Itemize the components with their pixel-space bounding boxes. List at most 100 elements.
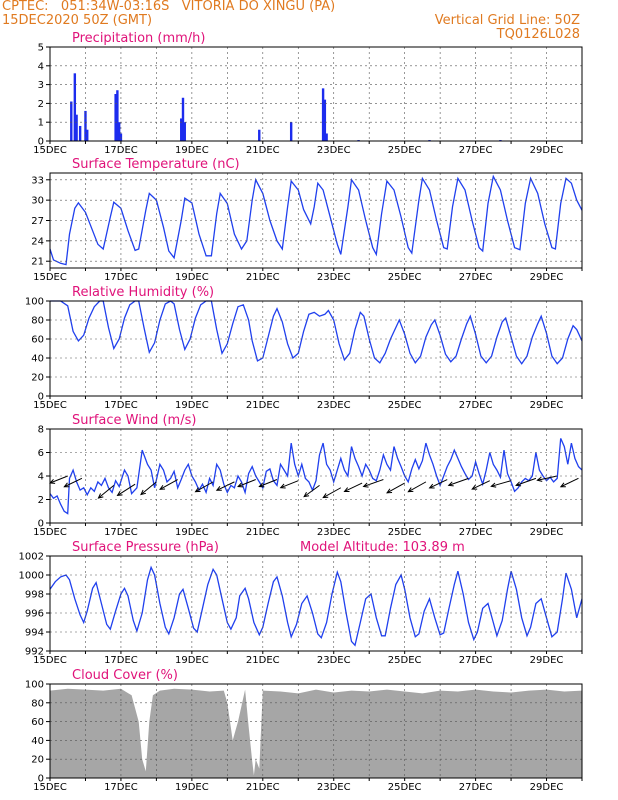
wind-arrow [386,482,405,494]
wind-arrow-head [194,487,201,493]
wind-arrow-head [490,482,497,488]
x-tick-label: 15DEC [33,145,67,156]
wind-arrow [195,481,214,493]
y-tick-label: 994 [25,628,44,639]
x-tick-label: 15DEC [33,527,67,538]
x-tick-label: 27DEC [459,655,493,666]
y-tick-label: 996 [25,609,44,620]
y-tick-label: 8 [38,425,44,436]
x-tick-label: 19DEC [175,272,209,283]
wind-arrow [259,479,278,487]
x-tick-label: 19DEC [175,782,209,793]
wind-arrow-head [303,491,310,498]
y-tick-label: 21 [31,257,44,268]
x-tick-label: 27DEC [459,527,493,538]
y-tick-label: 2 [38,99,44,110]
model-altitude-label: Model Altitude: 103.89 m [300,540,465,555]
rh-line [50,300,583,365]
x-tick-label: 29DEC [530,527,564,538]
wind-arrow [303,484,320,498]
plot-frame [49,428,583,524]
x-tick-label: 25DEC [388,272,422,283]
wind-arrow [98,485,115,499]
x-tick-label: 27DEC [459,272,493,283]
x-tick-label: 19DEC [175,527,209,538]
cloud-title: Cloud Cover (%) [72,668,178,683]
y-tick-label: 20 [31,755,44,766]
plot-frame [49,172,583,269]
y-tick-label: 4 [38,472,44,483]
precip-bar [70,101,73,141]
y-tick-label: 100 [25,680,44,691]
header-code: TQ0126L028 [496,27,580,42]
precip-bar [73,73,77,141]
x-tick-label: 17DEC [104,782,138,793]
x-tick-label: 25DEC [388,400,422,411]
x-tick-label: 23DEC [317,655,351,666]
y-tick-label: 1000 [19,571,44,582]
x-tick-label: 21DEC [246,272,280,283]
x-tick-label: 21DEC [246,400,280,411]
wind-arrow [322,487,342,498]
y-tick-label: 0 [38,137,44,148]
y-tick-label: 0 [38,774,44,785]
x-tick-label: 25DEC [388,782,422,793]
rh-title: Relative Humidity (%) [72,285,214,300]
plot-frame [49,300,583,397]
x-tick-label: 25DEC [388,145,422,156]
precip-bar [323,99,327,141]
wind-arrow [408,481,427,493]
wind-arrow-head [362,482,369,488]
press-title: Surface Pressure (hPa) [72,540,219,555]
x-tick-label: 19DEC [175,655,209,666]
precip-bar [78,125,82,141]
x-tick-label: 21DEC [246,527,280,538]
wind-arrow-head [237,482,244,488]
cloud-area [50,688,582,778]
y-tick-label: 992 [25,647,44,658]
wind-arrow [429,479,448,489]
x-tick-label: 29DEC [530,655,564,666]
y-tick-label: 24 [31,236,44,247]
y-tick-label: 4 [38,61,44,72]
plot-frame [49,46,583,142]
x-tick-label: 23DEC [317,400,351,411]
y-tick-label: 33 [31,175,44,186]
x-tick-label: 21DEC [246,145,280,156]
y-tick-label: 100 [25,297,44,308]
wind-line [49,438,583,515]
x-tick-label: 25DEC [388,527,422,538]
header-grid-note: Vertical Grid Line: 50Z [434,13,580,28]
x-tick-label: 29DEC [530,145,564,156]
wind-arrow [140,481,157,495]
wind-arrow [64,477,83,488]
y-tick-label: 1002 [19,552,44,563]
plot-frame [49,555,583,652]
wind-arrow-head [279,483,286,489]
wind-arrow [363,479,384,487]
x-tick-label: 15DEC [33,655,67,666]
precip-bar [75,114,78,141]
wind-arrow [237,479,256,487]
wind-arrow-head [140,489,146,496]
y-tick-label: 0 [38,392,44,403]
wind-arrow [117,483,136,496]
precip-bar [117,122,121,141]
y-tick-label: 40 [31,736,44,747]
wind-arrow [537,475,558,481]
x-tick-label: 29DEC [530,400,564,411]
y-tick-label: 40 [31,354,44,365]
wind-arrow [216,481,235,491]
wind-arrow-head [386,488,393,494]
y-tick-label: 80 [31,316,44,327]
x-tick-label: 15DEC [33,272,67,283]
wind-arrow-head [258,482,265,488]
wind-arrow-head [63,482,70,488]
x-tick-label: 17DEC [104,527,138,538]
wind-arrow [159,479,178,490]
precip-bar [321,88,325,141]
precip-bar [180,118,183,141]
wind-arrow [471,480,491,490]
x-tick-label: 23DEC [317,145,351,156]
